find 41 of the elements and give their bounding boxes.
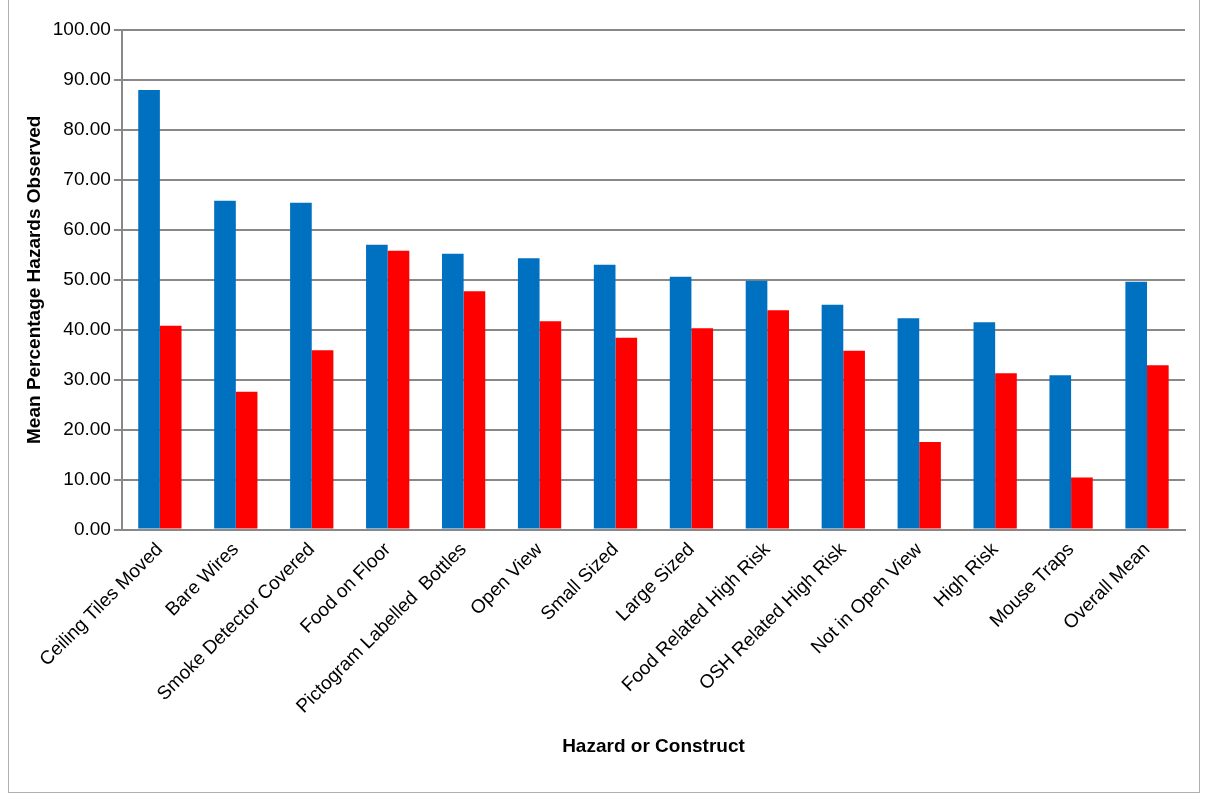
y-tick-label: 50.00 — [63, 268, 111, 289]
x-axis-title: Hazard or Construct — [562, 734, 746, 756]
bar — [843, 350, 865, 529]
bar — [919, 442, 941, 529]
bar — [821, 304, 844, 529]
bar — [539, 321, 562, 529]
bar — [214, 200, 236, 529]
bar — [973, 322, 996, 529]
y-axis-title: Mean Percentage Hazards Observed — [22, 115, 44, 444]
y-tick-label: 80.00 — [63, 118, 111, 140]
bar — [1071, 477, 1093, 529]
y-tick-label: 100.00 — [52, 18, 111, 40]
bar — [366, 244, 388, 529]
bar — [159, 325, 182, 529]
bar — [441, 253, 464, 529]
bar — [517, 258, 540, 529]
bar — [1049, 375, 1072, 529]
bar — [995, 373, 1017, 529]
bar — [290, 202, 312, 529]
bar — [745, 280, 768, 529]
y-tick-label: 40.00 — [63, 317, 111, 339]
bar — [691, 328, 714, 529]
y-tick-label: 20.00 — [63, 417, 111, 439]
bar — [311, 350, 334, 529]
bar — [1147, 365, 1169, 529]
bar — [387, 250, 410, 529]
bar — [463, 291, 486, 529]
bar — [138, 89, 160, 529]
bar — [669, 276, 692, 529]
bar — [593, 264, 616, 529]
bar — [767, 310, 789, 529]
bar — [235, 391, 258, 529]
y-tick-label: 10.00 — [63, 467, 111, 489]
y-tick-label: 60.00 — [63, 218, 111, 240]
bar — [1125, 281, 1148, 529]
y-tick-label: 70.00 — [63, 168, 111, 190]
y-tick-label: 90.00 — [63, 68, 111, 90]
bar — [615, 337, 638, 529]
bar — [897, 318, 920, 529]
y-tick-label: 0.00 — [73, 517, 111, 539]
y-tick-label: 30.00 — [63, 367, 111, 389]
